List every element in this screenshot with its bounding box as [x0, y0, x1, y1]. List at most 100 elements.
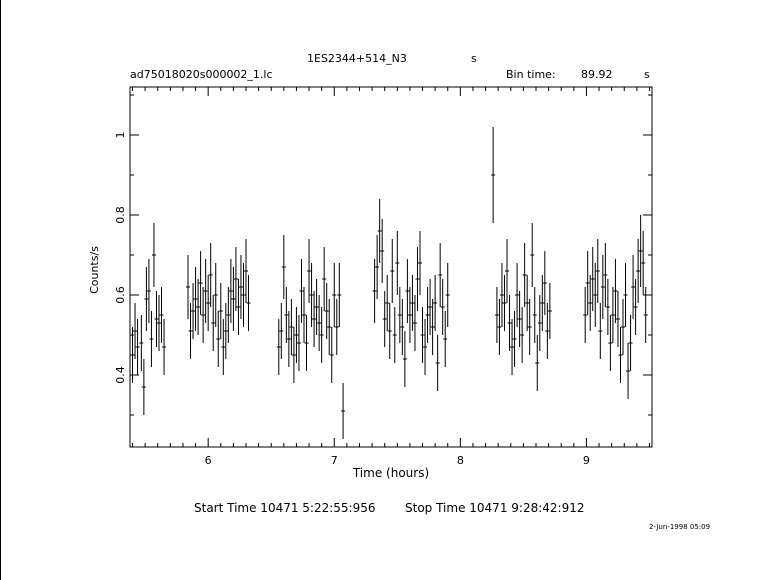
data-point: [430, 299, 435, 355]
data-point: [593, 263, 598, 327]
y-tick-label: 0.4: [114, 366, 127, 384]
data-point: [542, 251, 547, 315]
data-point: [537, 295, 542, 351]
data-point: [628, 315, 633, 371]
window-edge-line: [0, 0, 1, 580]
data-point: [226, 287, 231, 343]
data-point: [517, 291, 522, 347]
data-point: [296, 315, 301, 371]
data-point: [201, 287, 206, 343]
data-point: [157, 295, 161, 351]
data-point: [236, 279, 241, 335]
y-tick-label: 0.6: [114, 286, 127, 304]
axis-tick-labels: 6 7 8 9 0.4 0.6 0.8 1: [114, 132, 590, 468]
data-point: [149, 311, 154, 367]
data-point: [244, 239, 248, 303]
data-point: [400, 299, 405, 355]
x-tick-label: 7: [331, 454, 338, 467]
data-point: [139, 315, 144, 371]
data-point: [440, 279, 445, 335]
data-point: [535, 335, 540, 391]
data-point: [623, 263, 628, 327]
data-point: [231, 267, 236, 331]
data-point: [218, 283, 223, 339]
data-point: [435, 335, 440, 391]
x-axis-label: Time (hours): [352, 466, 429, 480]
data-point: [540, 275, 545, 331]
data-point: [499, 263, 504, 327]
data-point: [438, 243, 443, 307]
data-point: [494, 287, 499, 343]
data-point: [522, 243, 527, 307]
data-point: [191, 283, 196, 339]
data-point: [334, 299, 339, 355]
data-point: [377, 199, 382, 263]
data-point: [515, 263, 520, 327]
data-point: [390, 239, 395, 303]
data-point: [530, 223, 535, 287]
object-unit: s: [471, 52, 477, 65]
data-point: [532, 287, 537, 343]
data-point: [633, 279, 638, 335]
data-point: [505, 239, 509, 303]
data-point: [130, 327, 135, 383]
data-point: [203, 259, 208, 323]
data-point: [631, 255, 636, 319]
data-point: [415, 247, 420, 311]
data-point: [638, 215, 643, 287]
data-point: [418, 231, 422, 295]
data-point: [146, 259, 151, 323]
data-point: [445, 263, 450, 327]
y-tick-label: 0.8: [114, 206, 127, 224]
data-point: [608, 315, 613, 371]
data-point: [307, 239, 312, 303]
data-point: [317, 295, 322, 351]
data-point: [291, 327, 296, 383]
data-point: [341, 383, 346, 439]
x-tick-label: 9: [583, 454, 590, 467]
data-point: [410, 275, 415, 331]
data-point: [425, 287, 430, 343]
data-point: [545, 303, 550, 359]
data-point: [605, 279, 610, 335]
data-point: [382, 291, 387, 347]
data-point: [151, 223, 156, 287]
data-point: [206, 275, 211, 331]
data-point: [186, 255, 190, 319]
data-point: [246, 275, 251, 331]
x-tick-label: 8: [457, 454, 464, 467]
data-point: [221, 319, 226, 375]
y-axis-label: Counts/s: [88, 246, 101, 294]
data-point: [372, 259, 377, 323]
data-point: [196, 279, 201, 335]
data-point: [198, 251, 203, 315]
data-point: [141, 359, 146, 415]
axis-ticks: [130, 87, 652, 447]
data-point: [643, 287, 648, 343]
data-point: [588, 275, 593, 331]
data-point: [497, 299, 502, 355]
data-point: [615, 291, 620, 347]
data-point: [279, 303, 284, 359]
data-point: [387, 303, 392, 359]
object-name: 1ES2344+514_N3: [307, 52, 407, 65]
data-points: [130, 127, 648, 439]
data-point: [312, 291, 317, 347]
bin-time-unit: s: [644, 68, 650, 81]
data-point: [238, 255, 243, 319]
data-point: [443, 311, 448, 367]
data-point: [329, 327, 334, 383]
x-tick-label: 6: [205, 454, 212, 467]
start-time: Start Time 10471 5:22:55:956: [194, 501, 376, 515]
data-point: [144, 267, 149, 331]
data-point: [375, 235, 380, 299]
data-point: [423, 319, 428, 375]
data-point: [337, 263, 342, 327]
bin-time-label: Bin time:: [506, 68, 556, 81]
data-point: [626, 343, 631, 399]
data-point: [135, 319, 140, 375]
data-point: [193, 267, 198, 331]
data-point: [281, 235, 286, 299]
data-point: [598, 303, 603, 359]
